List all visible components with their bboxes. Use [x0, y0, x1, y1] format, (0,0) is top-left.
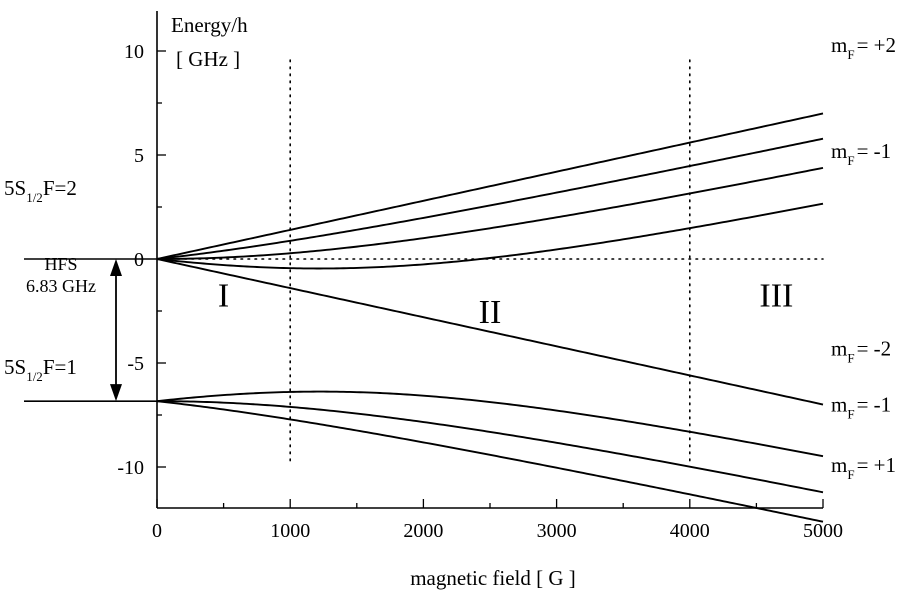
y-axis-label-unit: [ GHz ] [176, 47, 240, 71]
energy-curves [24, 112, 824, 523]
curve-F1-mFp0 [156, 400, 824, 494]
y-tick-label: -10 [117, 457, 144, 479]
x-tick-label: 2000 [403, 520, 443, 542]
region-label: II [479, 294, 502, 331]
state-label-F2: 5S1/2F=2 [4, 176, 77, 205]
curve-F2-mFp1 [156, 137, 824, 260]
y-tick-label: -5 [127, 353, 144, 375]
hfs-arrow-head-down [110, 384, 122, 402]
y-tick-label: 10 [124, 41, 144, 63]
hfs-label: HFS [44, 254, 77, 274]
region-label: I [218, 277, 229, 314]
curve-label: mF= -2 [831, 336, 891, 365]
y-axis-label-energy: Energy/h [171, 13, 248, 37]
x-tick-label: 1000 [270, 520, 310, 542]
curve-F2-mFm1 [156, 202, 824, 270]
x-tick-label: 4000 [670, 520, 710, 542]
curve-F1-mFp1 [156, 400, 824, 523]
labels: magnetic field [ G ] Energy/h [ GHz ] HFS6.… [4, 13, 896, 590]
curve-label: mF= +1 [831, 453, 896, 482]
curve-F2-mFp0 [157, 166, 824, 260]
plot-area [156, 59, 824, 463]
x-tick-label: 0 [152, 520, 162, 542]
curve-F2-mFp2 [156, 112, 824, 260]
y-tick-label: 0 [134, 249, 144, 271]
y-tick-label: 5 [134, 145, 144, 167]
region-label: III [759, 277, 793, 314]
curve-label: mF= -1 [831, 393, 891, 422]
x-axis-label: magnetic field [ G ] [410, 566, 576, 590]
x-tick-label: 3000 [537, 520, 577, 542]
state-label-F1: 5S1/2F=1 [4, 355, 77, 384]
hfs-value-label: 6.83 GHz [26, 276, 96, 296]
curve-F1-mFm1 [156, 390, 824, 458]
curve-label: mF= -1 [831, 139, 891, 168]
axes: 0 1000 2000 3000 4000 5000 10 5 0 -5 -10 [117, 11, 843, 542]
x-tick-label: 5000 [803, 520, 843, 542]
curve-F2-mFm2 [156, 258, 824, 406]
curve-label: mF= +2 [831, 33, 896, 62]
hfs-arrow-head-up [110, 259, 122, 276]
